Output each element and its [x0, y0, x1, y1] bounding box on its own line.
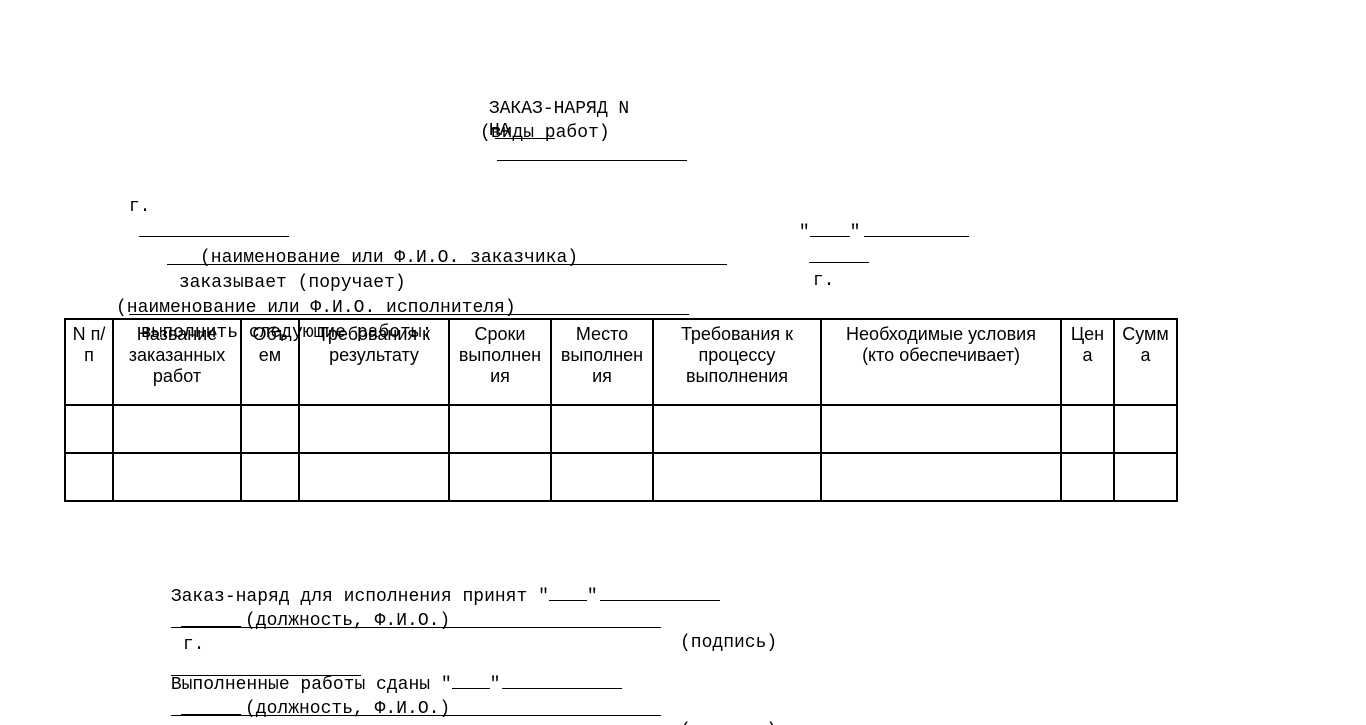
table-header-cell: N п/п	[65, 319, 113, 405]
table-header-cell: Требования к результату	[299, 319, 449, 405]
table-cell[interactable]	[299, 453, 449, 501]
table-cell[interactable]	[449, 453, 551, 501]
table-cell[interactable]	[113, 453, 241, 501]
table-header-label: Объем	[253, 324, 288, 365]
table-header-cell: Сроки выполнения	[449, 319, 551, 405]
table-cell[interactable]	[1114, 405, 1177, 453]
table-cell[interactable]	[653, 405, 821, 453]
table-header-label: Необходимые условия (кто обеспечивает)	[846, 324, 1036, 365]
table-cell[interactable]	[551, 453, 653, 501]
table-header-cell: Сумма	[1114, 319, 1177, 405]
table-row	[65, 405, 1177, 453]
sig2-caption-right: (подпись)	[680, 720, 777, 725]
table-cell[interactable]	[653, 453, 821, 501]
table-header-cell: Название заказанных работ	[113, 319, 241, 405]
table-cell[interactable]	[65, 405, 113, 453]
table-header-row: N п/п Название заказанных работ Объем Требо…	[65, 319, 1177, 405]
table-header-label: Сроки выполнения	[459, 324, 541, 386]
table-header-label: Цена	[1071, 324, 1104, 365]
signature-2-captions: (должность, Ф.И.О.) (подпись)	[0, 676, 1366, 725]
sig2-caption-left: (должность, Ф.И.О.)	[245, 698, 450, 720]
table-header-cell: Необходимые условия (кто обеспечивает)	[821, 319, 1061, 405]
table-cell[interactable]	[1114, 453, 1177, 501]
table-header-label: Место выполнения	[561, 324, 643, 386]
page: ЗАКАЗ-НАРЯД N НА (виды работ) г. "" г. з…	[0, 0, 1366, 725]
table-header-cell: Требования к процессу выполнения	[653, 319, 821, 405]
table-cell[interactable]	[241, 405, 299, 453]
table-cell[interactable]	[241, 453, 299, 501]
table-cell[interactable]	[299, 405, 449, 453]
works-table: N п/п Название заказанных работ Объем Требо…	[64, 318, 1178, 502]
table-header-label: N п/п	[73, 324, 106, 365]
table-cell[interactable]	[1061, 453, 1114, 501]
table-cell[interactable]	[65, 453, 113, 501]
table-cell[interactable]	[113, 405, 241, 453]
table-cell[interactable]	[449, 405, 551, 453]
table-row	[65, 453, 1177, 501]
table-header-label: Сумма	[1122, 324, 1169, 365]
table-cell[interactable]	[821, 453, 1061, 501]
table-cell[interactable]	[821, 405, 1061, 453]
performer-caption: (наименование или Ф.И.О. исполнителя)	[116, 297, 516, 319]
table-cell[interactable]	[1061, 405, 1114, 453]
table-cell[interactable]	[551, 405, 653, 453]
title-subtitle: (виды работ)	[480, 122, 610, 144]
table-header-cell: Объем	[241, 319, 299, 405]
table-header-label: Название заказанных работ	[129, 324, 225, 386]
table-header-label: Требования к процессу выполнения	[681, 324, 793, 386]
table-header-label: Требования к результату	[318, 324, 430, 365]
table-header-cell: Цена	[1061, 319, 1114, 405]
table-header-cell: Место выполнения	[551, 319, 653, 405]
